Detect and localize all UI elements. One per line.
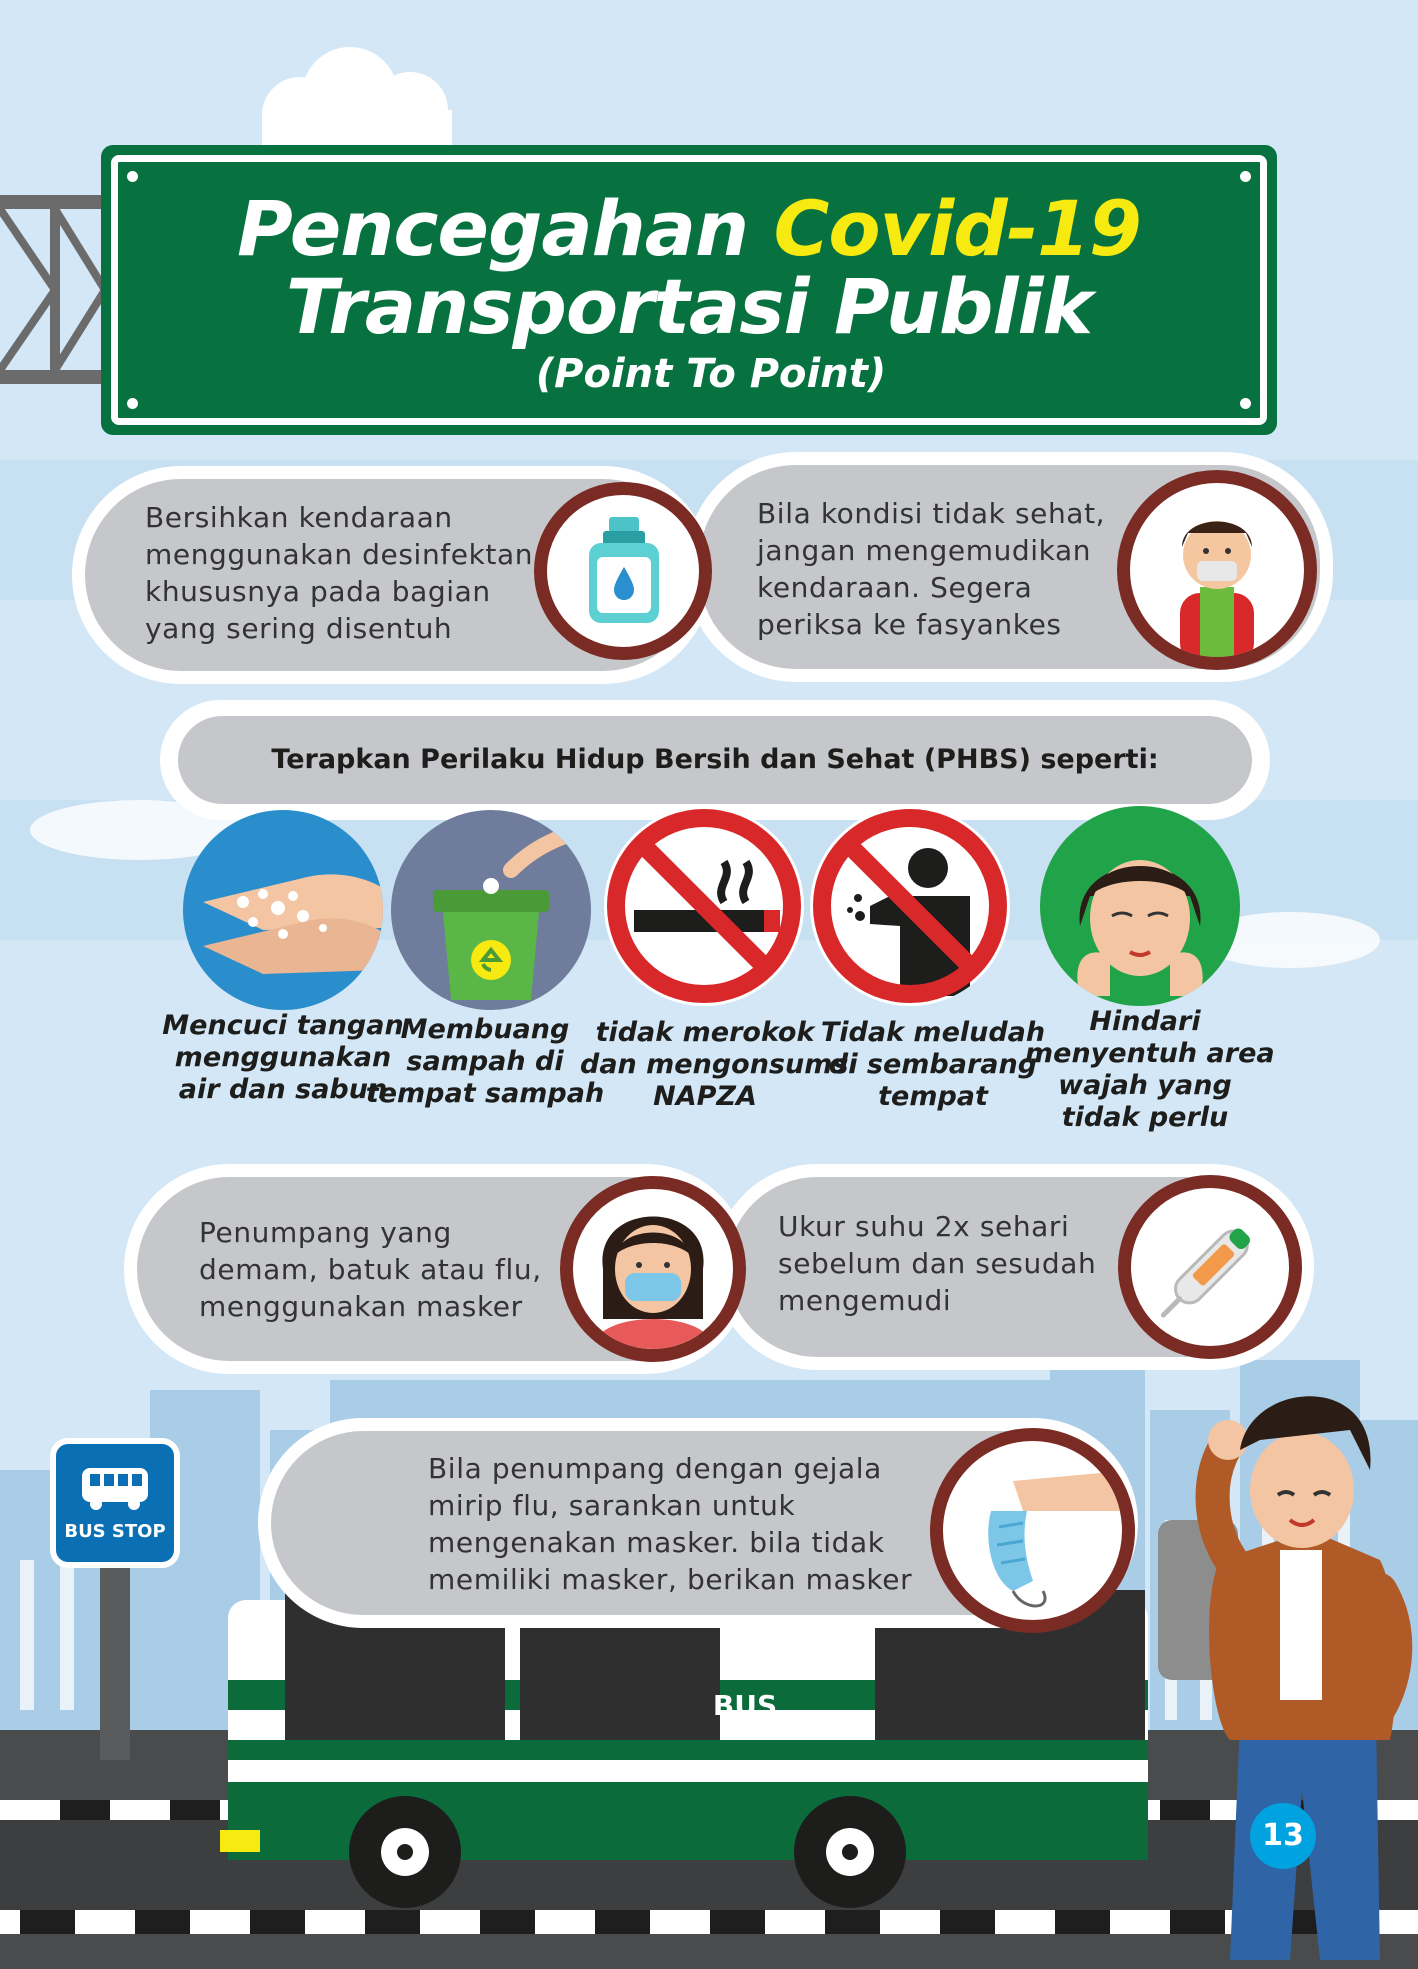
give-mask-circle (930, 1428, 1135, 1633)
masked-woman-icon (593, 1216, 713, 1349)
no-smoking-icon (607, 809, 801, 1003)
thermometer-icon (1160, 1228, 1250, 1318)
hand-sanitizer-icon (589, 517, 659, 623)
page-number: 13 (1262, 1818, 1304, 1853)
sanitizer-circle (534, 482, 712, 660)
phbs-no-face-touch (1040, 806, 1240, 1006)
phbs-label-handwash: Mencuci tangan menggunakan air dan sabun (162, 1010, 404, 1105)
bus-stop-label: BUS STOP (64, 1521, 166, 1542)
title-line-3: (Point To Point) (535, 351, 887, 397)
bus-illustration (220, 1590, 1148, 1908)
bus-stop-sign: BUS STOP (50, 1438, 180, 1568)
phbs-label-no-spitting: Tidak meludah di sembarang tempat (820, 1017, 1046, 1112)
page-number-badge (1250, 1803, 1316, 1869)
hand-mask-icon (988, 1471, 1122, 1608)
face-touch-icon (1077, 860, 1203, 996)
tip-unwell-text: Bila kondisi tidak sehat, jangan mengemu… (757, 497, 1106, 641)
handwash-icon (203, 874, 383, 974)
phbs-label-no-smoking: tidak merokok dan mengonsumsi NAPZA (580, 1017, 858, 1112)
phbs-trash (391, 810, 591, 1010)
tip-mask-passenger-text: Penumpang yang demam, batuk atau flu, me… (199, 1216, 542, 1323)
phbs-no-spitting (810, 806, 1010, 1006)
phbs-heading: Terapkan Perilaku Hidup Bersih dan Sehat… (271, 744, 1159, 775)
phbs-heading-pill (178, 716, 1252, 804)
title-sign: Pencegahan Covid-19 Transportasi Publik … (101, 145, 1277, 435)
bus-label: BUS (712, 1689, 778, 1722)
phbs-no-smoking (604, 806, 804, 1006)
tip-disinfect-text: Bersihkan kendaraan menggunakan desinfek… (145, 501, 534, 645)
no-spitting-icon (813, 809, 1007, 1003)
tip-temperature-text: Ukur suhu 2x sehari sebelum dan sesudah … (778, 1210, 1097, 1317)
title-line-2: Transportasi Publik (285, 262, 1093, 351)
phbs-label-trash: Membuang sampah di tempat sampah (365, 1014, 605, 1109)
bus-icon (82, 1468, 148, 1510)
phbs-handwash (183, 810, 383, 1010)
cloud (262, 47, 452, 155)
title-line-1: Pencegahan Covid-19 (237, 184, 1142, 273)
man-illustration (1158, 1396, 1413, 1960)
sign-gantry (0, 195, 109, 384)
sick-person-icon (1180, 521, 1254, 657)
bus-stop-pole (100, 1560, 130, 1760)
trash-bin-icon (433, 822, 589, 1000)
tip-give-mask-text: Bila penumpang dengan gejala mirip flu, … (428, 1452, 913, 1596)
phbs-label-no-face-touch: Hindari menyentuh area wajah yang tidak … (1025, 1006, 1275, 1133)
